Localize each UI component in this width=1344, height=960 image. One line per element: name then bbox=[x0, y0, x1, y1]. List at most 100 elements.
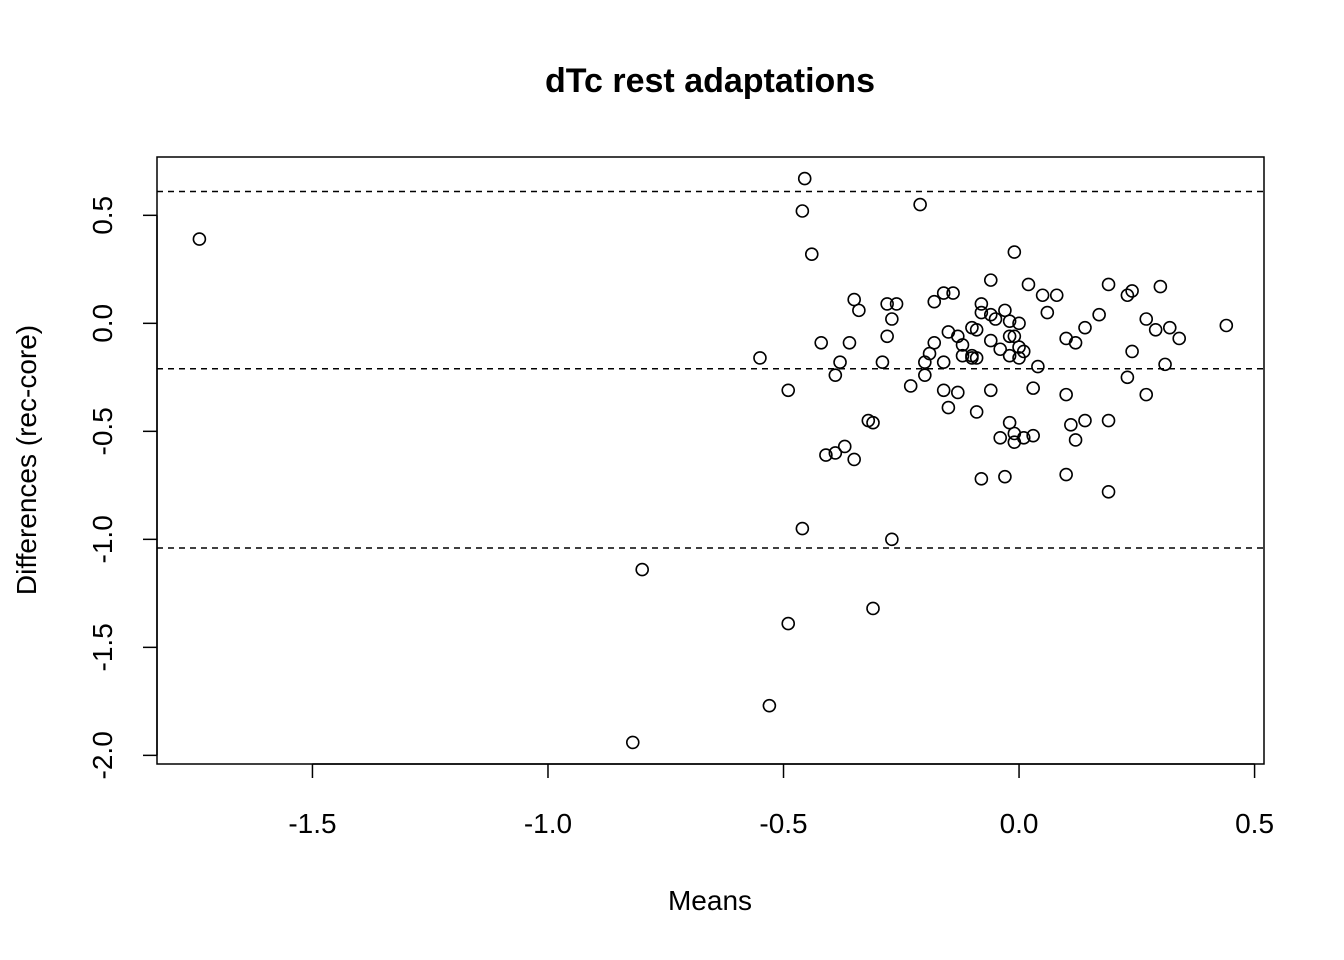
data-point bbox=[1049, 288, 1064, 303]
data-point bbox=[1153, 279, 1168, 294]
data-point bbox=[1125, 344, 1139, 359]
data-point bbox=[866, 601, 880, 616]
data-point bbox=[936, 286, 951, 300]
data-point bbox=[1064, 418, 1078, 432]
data-point bbox=[192, 232, 207, 246]
data-point bbox=[1125, 284, 1139, 298]
data-point bbox=[983, 333, 998, 348]
data-point bbox=[1101, 413, 1116, 428]
data-point bbox=[918, 368, 932, 382]
data-point bbox=[983, 307, 998, 322]
data-point bbox=[1101, 277, 1116, 292]
data-point bbox=[828, 368, 843, 382]
data-point bbox=[781, 383, 796, 398]
data-point bbox=[885, 312, 899, 326]
data-point bbox=[993, 342, 1008, 357]
data-point bbox=[955, 338, 970, 352]
data-point bbox=[762, 698, 777, 713]
data-point bbox=[1059, 467, 1073, 482]
data-point bbox=[974, 472, 989, 486]
x-axis: -1.5 -1.0 -0.5 0.0 0.5 bbox=[288, 763, 1274, 839]
data-point bbox=[936, 355, 951, 370]
data-point bbox=[842, 335, 857, 350]
data-point bbox=[837, 439, 852, 454]
x-tick-label: -1.0 bbox=[524, 808, 572, 839]
y-axis-label: Differences (rec-core) bbox=[11, 325, 42, 595]
data-point bbox=[941, 400, 956, 415]
y-axis: -2.0 -1.5 -1.0 -0.5 0.0 0.5 bbox=[87, 196, 158, 779]
data-point bbox=[1026, 381, 1040, 395]
data-point bbox=[974, 297, 989, 311]
data-point bbox=[625, 735, 640, 750]
y-tick-label: -1.5 bbox=[87, 623, 118, 671]
data-point bbox=[1078, 413, 1092, 428]
data-point bbox=[955, 348, 970, 363]
data-points bbox=[192, 171, 1234, 750]
data-point bbox=[1139, 387, 1154, 402]
data-point bbox=[833, 355, 847, 370]
data-point bbox=[880, 329, 894, 344]
data-point bbox=[875, 355, 890, 370]
data-point bbox=[1148, 323, 1163, 337]
data-point bbox=[852, 303, 866, 318]
data-point bbox=[1068, 433, 1083, 447]
data-point bbox=[889, 297, 904, 311]
data-point bbox=[1035, 288, 1050, 303]
data-point bbox=[1012, 316, 1026, 331]
data-point bbox=[1172, 331, 1187, 346]
data-point bbox=[927, 294, 942, 309]
data-point bbox=[1016, 431, 1031, 445]
data-point bbox=[1068, 335, 1083, 350]
data-point bbox=[635, 562, 649, 577]
data-point bbox=[819, 448, 833, 462]
data-point bbox=[1026, 428, 1040, 443]
data-point bbox=[1078, 320, 1092, 335]
data-point bbox=[1040, 305, 1055, 320]
data-point bbox=[1012, 340, 1026, 354]
x-tick-label: 0.0 bbox=[1000, 808, 1039, 839]
data-point bbox=[936, 383, 951, 398]
data-point bbox=[969, 323, 984, 337]
data-point bbox=[797, 171, 812, 186]
data-point bbox=[885, 532, 899, 547]
y-tick-label: 0.0 bbox=[87, 304, 118, 343]
data-point bbox=[983, 273, 998, 287]
data-point bbox=[1219, 318, 1234, 333]
data-point bbox=[927, 335, 942, 350]
data-point bbox=[946, 286, 960, 300]
data-point bbox=[1139, 312, 1154, 326]
data-point bbox=[1092, 307, 1106, 322]
data-point bbox=[781, 616, 796, 631]
data-point bbox=[1031, 359, 1045, 374]
y-tick-label: 0.5 bbox=[87, 196, 118, 235]
data-point bbox=[828, 446, 843, 460]
data-point bbox=[913, 197, 927, 212]
data-point bbox=[795, 204, 810, 218]
data-point bbox=[993, 431, 1008, 445]
data-point bbox=[866, 415, 880, 430]
x-tick-label: 0.5 bbox=[1235, 808, 1274, 839]
data-point bbox=[998, 469, 1012, 484]
data-point bbox=[1002, 329, 1017, 344]
data-point bbox=[1059, 387, 1073, 402]
plot-frame bbox=[156, 156, 1265, 765]
data-point bbox=[1021, 277, 1036, 292]
x-tick-label: -0.5 bbox=[759, 808, 807, 839]
data-point bbox=[1162, 320, 1177, 335]
data-point bbox=[1158, 357, 1172, 372]
data-point bbox=[1120, 288, 1135, 303]
data-point bbox=[814, 335, 829, 350]
y-tick-label: -0.5 bbox=[87, 407, 118, 455]
data-point bbox=[753, 351, 767, 365]
y-tick-label: -2.0 bbox=[87, 731, 118, 779]
data-point bbox=[969, 405, 984, 419]
data-point bbox=[880, 297, 894, 311]
data-point bbox=[1120, 370, 1135, 385]
reference-lines bbox=[157, 190, 1264, 549]
data-point bbox=[795, 521, 810, 536]
data-point bbox=[804, 247, 819, 262]
data-point bbox=[1101, 485, 1116, 499]
data-point bbox=[988, 312, 1003, 326]
data-point bbox=[847, 452, 861, 467]
